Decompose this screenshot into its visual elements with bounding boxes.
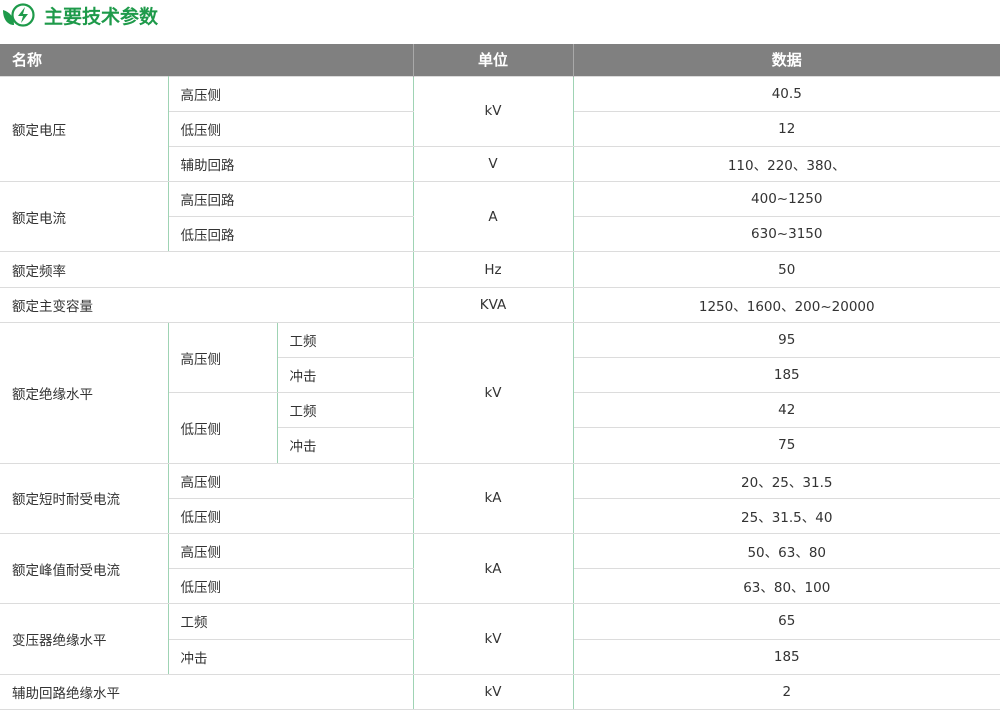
table-cell: 低压侧: [168, 392, 278, 464]
table-row: 额定频率 Hz 50: [0, 251, 1000, 288]
table-cell: 额定绝缘水平: [0, 321, 169, 464]
table-cell: 额定电压: [0, 75, 169, 183]
table-cell: A: [412, 181, 574, 253]
table-cell: kA: [412, 462, 574, 534]
table-cell: 工频: [276, 392, 414, 429]
table-cell: KVA: [412, 286, 574, 323]
table-row: 额定短时耐受电流 高压侧 kA 20、25、31.5: [0, 462, 1000, 534]
table-cell: 冲击: [168, 638, 414, 675]
table-cell: 额定频率: [0, 251, 414, 288]
table-cell: 2: [572, 673, 1000, 710]
table-row: 低压回路 630~3150: [0, 216, 1000, 253]
section-title-text: 主要技术参数: [44, 5, 159, 28]
table-cell: 25、31.5、40: [572, 497, 1000, 534]
table-cell: 50: [572, 251, 1000, 288]
table-row: 辅助回路 V 110、220、380、: [0, 145, 1000, 183]
table-row: 变压器绝缘水平 工频 kV 65: [0, 603, 1000, 675]
header-data: 数据: [573, 44, 1000, 76]
table-row: 额定电流 高压回路 A 400~1250: [0, 181, 1000, 253]
table-cell: 冲击: [277, 356, 414, 394]
table-cell: kV: [412, 673, 574, 710]
table-row: 额定主变容量 KVA 1250、1600、200~20000: [0, 286, 1000, 323]
table-row: 低压侧 12: [0, 110, 1000, 147]
table-cell: 辅助回路绝缘水平: [0, 673, 414, 710]
table-cell: 185: [572, 356, 1000, 394]
table-cell: 630~3150: [572, 216, 1000, 253]
table-cell: 高压侧: [167, 321, 278, 394]
table-cell: 高压侧: [167, 75, 414, 112]
table-cell: 额定电流: [0, 181, 169, 253]
table-cell: 110、220、380、: [572, 145, 1000, 183]
table-cell: 低压侧: [168, 110, 414, 147]
spec-table: 名称 单位 数据 额定电压 高压侧 kV 40.5 低压侧 12 辅助回路 V 110、220、…: [0, 44, 1000, 710]
table-cell: 额定主变容量: [0, 286, 414, 323]
table-cell: 400~1250: [572, 181, 1000, 218]
table-cell: 20、25、31.5: [572, 462, 1000, 499]
table-cell: 12: [572, 110, 1000, 147]
table-cell: 185: [572, 638, 1000, 675]
table-cell: Hz: [412, 251, 574, 288]
table-row: 额定峰值耐受电流 高压侧 kA 50、63、80: [0, 532, 1000, 605]
table-cell: 低压侧: [168, 497, 414, 534]
table-cell: 低压侧: [168, 568, 414, 605]
table-cell: 50、63、80: [572, 532, 1000, 570]
table-cell: 工频: [276, 321, 414, 359]
table-cell: 1250、1600、200~20000: [572, 286, 1000, 323]
table-cell: 低压回路: [168, 216, 414, 253]
section-title: 主要技术参数: [2, 2, 158, 28]
table-cell: 63、80、100: [572, 568, 1000, 605]
header-name: 名称: [0, 44, 414, 76]
table-header: 名称 单位 数据: [0, 44, 1000, 76]
table-cell: 75: [572, 427, 1000, 464]
table-row: 冲击 185: [0, 638, 1000, 675]
table-cell: 变压器绝缘水平: [0, 603, 169, 675]
table-cell: 65: [572, 603, 1000, 640]
table-cell: 高压侧: [167, 462, 414, 499]
table-row: 低压侧 63、80、100: [0, 568, 1000, 605]
table-cell: kV: [412, 75, 574, 147]
table-row: 低压侧 25、31.5、40: [0, 497, 1000, 534]
table-cell: 辅助回路: [168, 145, 414, 183]
table-cell: kV: [412, 603, 574, 675]
table-cell: 40.5: [572, 75, 1000, 112]
header-unit: 单位: [413, 44, 574, 76]
table-cell: 95: [572, 321, 1000, 359]
table-cell: 冲击: [277, 427, 414, 464]
leaf-lightning-icon: [3, 3, 35, 27]
table-cell: 工频: [167, 603, 414, 640]
table-cell: 额定峰值耐受电流: [0, 532, 169, 605]
table-cell: kV: [412, 321, 574, 464]
table-cell: 额定短时耐受电流: [0, 462, 169, 534]
table-cell: 高压回路: [167, 181, 414, 218]
table-row: 额定电压 高压侧 kV 40.5: [0, 75, 1000, 183]
table-row: 冲击 75: [0, 427, 1000, 464]
table-cell: kA: [412, 532, 574, 605]
table-cell: V: [412, 145, 574, 183]
table-row: 辅助回路绝缘水平 kV 2: [0, 673, 1000, 710]
table-cell: 高压侧: [167, 532, 414, 570]
table-row: 低压侧 工频 42: [0, 392, 1000, 464]
table-cell: 42: [572, 392, 1000, 429]
table-row: 额定绝缘水平 高压侧 工频 kV 95: [0, 321, 1000, 464]
